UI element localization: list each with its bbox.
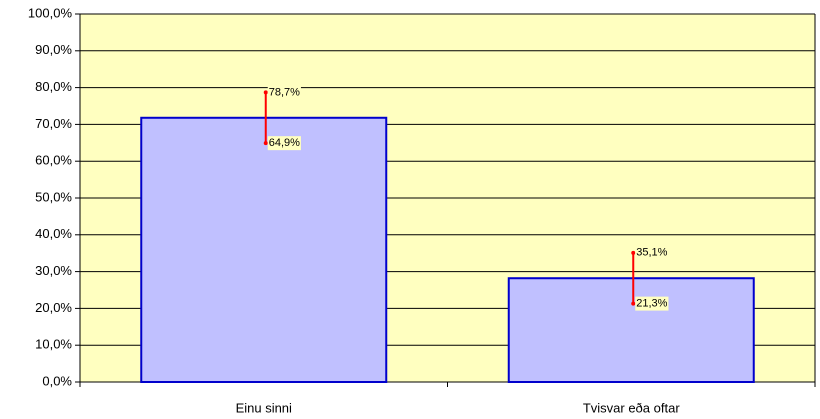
y-tick-label: 90,0% bbox=[35, 42, 72, 57]
y-tick-label: 10,0% bbox=[35, 337, 72, 352]
error-label-bg bbox=[635, 296, 669, 311]
error-label: 35,1% bbox=[636, 247, 667, 259]
x-tick-label: Einu sinni bbox=[236, 400, 292, 415]
y-tick-label: 50,0% bbox=[35, 189, 72, 204]
y-tick-label: 70,0% bbox=[35, 116, 72, 131]
bar bbox=[507, 277, 755, 383]
y-tick-label: 20,0% bbox=[35, 300, 72, 315]
y-tick-label: 30,0% bbox=[35, 263, 72, 278]
error-label: 64,9% bbox=[269, 137, 300, 149]
error-label-bg bbox=[267, 136, 301, 151]
y-tick-label: 40,0% bbox=[35, 226, 72, 241]
error-end bbox=[263, 90, 268, 95]
x-tick-label: Tvisvar eða oftar bbox=[583, 400, 680, 415]
error-label: 78,7% bbox=[269, 86, 300, 98]
error-label-bg bbox=[267, 85, 301, 100]
error-end bbox=[631, 301, 636, 306]
y-tick-label: 60,0% bbox=[35, 153, 72, 168]
error-end bbox=[263, 141, 268, 146]
y-tick-label: 100,0% bbox=[28, 5, 73, 20]
y-tick-label: 0,0% bbox=[42, 373, 72, 388]
y-tick-label: 80,0% bbox=[35, 79, 72, 94]
error-label: 21,3% bbox=[636, 298, 667, 310]
bar bbox=[140, 116, 388, 383]
error-label-bg bbox=[635, 245, 669, 260]
error-end bbox=[631, 250, 636, 255]
